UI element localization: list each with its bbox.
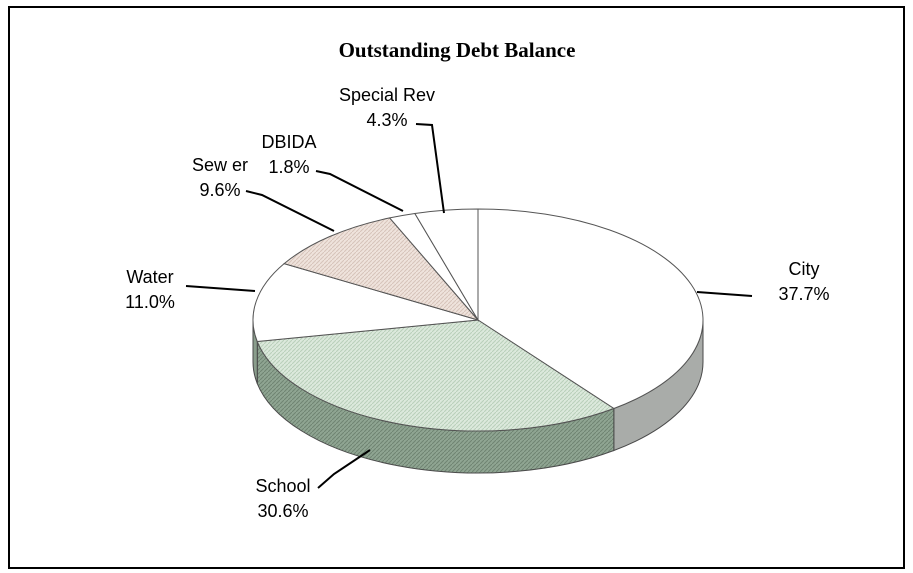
leader-line-special-rev bbox=[415, 123, 445, 214]
pie-slice-water bbox=[252, 263, 479, 343]
leader-line-sewer bbox=[245, 190, 335, 232]
slice-value-city: 37.7% bbox=[778, 284, 829, 304]
slice-label-dbida: DBIDA bbox=[261, 132, 316, 152]
slice-value-sewer: 9.6% bbox=[199, 180, 240, 200]
leader-line-city bbox=[696, 291, 753, 297]
slice-value-special-rev: 4.3% bbox=[366, 110, 407, 130]
slice-value-water: 11.0% bbox=[125, 292, 175, 312]
pie-slice-city bbox=[477, 208, 704, 410]
pie-leaders bbox=[185, 123, 753, 489]
leader-line-school bbox=[317, 449, 371, 489]
slice-value-dbida: 1.8% bbox=[268, 157, 309, 177]
leader-line-water bbox=[185, 285, 256, 292]
slice-value-school: 30.6% bbox=[257, 501, 308, 521]
pie-top bbox=[252, 208, 704, 432]
pie-slice-special-rev bbox=[414, 208, 479, 322]
leader-line-dbida bbox=[315, 170, 404, 212]
pie-slice-sewer bbox=[283, 217, 480, 321]
slice-label-city: City bbox=[789, 259, 820, 279]
pie-slice-school bbox=[256, 319, 615, 432]
slice-label-water: Water bbox=[126, 267, 173, 287]
chart-title: Outstanding Debt Balance bbox=[339, 38, 576, 62]
pie-labels: City 37.7% School 30.6% Water 11.0% Sew er 9.6%… bbox=[125, 85, 829, 521]
slice-label-sewer: Sew er bbox=[192, 155, 248, 175]
slice-label-special-rev: Special Rev bbox=[339, 85, 435, 105]
slice-label-school: School bbox=[255, 476, 310, 496]
